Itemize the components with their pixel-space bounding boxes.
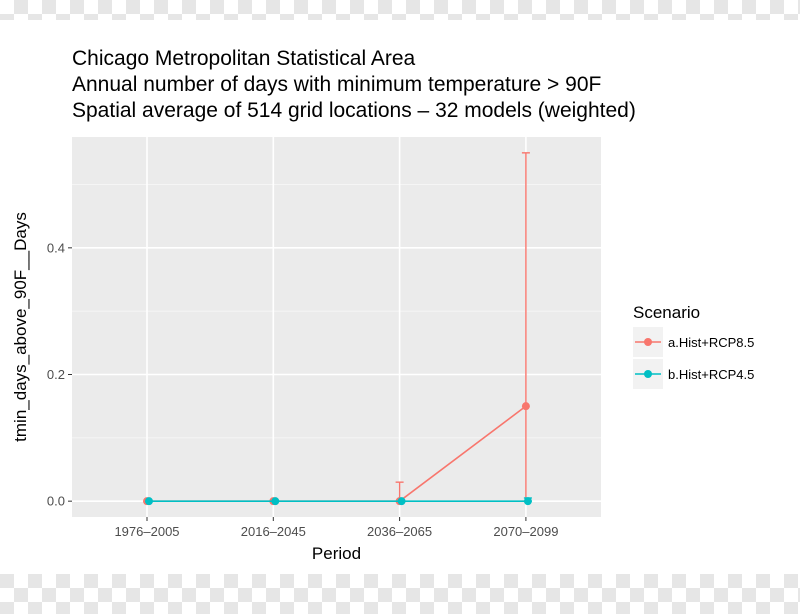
data-point [523, 497, 532, 506]
legend-key-point [644, 338, 652, 346]
series-2 [145, 497, 532, 506]
legend: Scenario a.Hist+RCP8.5 b.Hist+RCP4.5 [633, 303, 754, 389]
data-point [397, 497, 406, 506]
chart-title: Chicago Metropolitan Statistical Area An… [72, 46, 772, 124]
x-tick-label: 2016–2045 [241, 524, 306, 539]
legend-label: b.Hist+RCP4.5 [668, 367, 754, 382]
x-tick-label: 1976–2005 [114, 524, 179, 539]
chart-figure: Chicago Metropolitan Statistical Area An… [0, 20, 800, 574]
chart-svg: 0.0 0.2 0.4 1976–2005 2016–2045 2036–2065 2070… [11, 137, 754, 563]
x-tick-label: 2070–2099 [493, 524, 558, 539]
title-line-1: Chicago Metropolitan Statistical Area [72, 47, 416, 70]
x-tick-label: 2036–2065 [367, 524, 432, 539]
title-line-3: Spatial average of 514 grid locations – … [72, 99, 636, 122]
plot-panel [72, 137, 601, 517]
legend-label: a.Hist+RCP8.5 [668, 335, 754, 350]
x-axis-title: Period [312, 544, 361, 563]
data-point [145, 497, 153, 506]
legend-title: Scenario [633, 303, 700, 322]
data-point [521, 402, 530, 411]
title-line-2: Annual number of days with minimum tempe… [72, 73, 602, 96]
legend-key-point [644, 370, 652, 378]
data-point [271, 497, 280, 506]
y-tick-label: 0.2 [47, 367, 65, 382]
y-tick-label: 0.4 [47, 240, 65, 255]
y-axis-title: tmin_days_above_90F__Days [11, 212, 30, 442]
y-tick-label: 0.0 [47, 494, 65, 509]
